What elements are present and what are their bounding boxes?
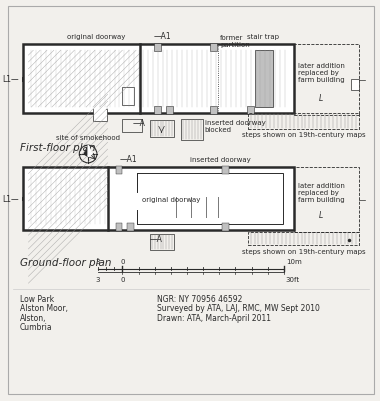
Text: Ground-floor plan: Ground-floor plan [20, 257, 111, 267]
Text: —A1: —A1 [154, 32, 171, 41]
Polygon shape [88, 146, 92, 157]
Text: original doorway: original doorway [67, 34, 125, 41]
Bar [94, 107, 106, 115]
Bar [247, 107, 253, 115]
Bar [137, 173, 283, 225]
Bar [93, 110, 107, 122]
Text: steps shown on 19th-century maps: steps shown on 19th-century maps [242, 248, 365, 254]
Text: stair trap: stair trap [247, 34, 279, 41]
Bar [116, 224, 122, 232]
Text: L: L [319, 93, 323, 103]
Bar [248, 233, 359, 245]
Text: inserted doorway: inserted doorway [190, 156, 251, 162]
Text: Drawn: ATA, March-April 2011: Drawn: ATA, March-April 2011 [157, 313, 271, 322]
Bar [352, 79, 359, 91]
Text: —A: —A [150, 235, 163, 244]
Text: 0: 0 [120, 258, 125, 264]
Bar [211, 44, 217, 52]
Polygon shape [84, 146, 88, 157]
Text: 30ft: 30ft [286, 277, 300, 283]
Text: L1—: L1— [2, 194, 19, 204]
Bar [211, 107, 217, 115]
Bar [150, 120, 174, 138]
Text: later addition
replaced by
farm building: later addition replaced by farm building [298, 182, 344, 202]
Bar [122, 119, 142, 133]
Bar [154, 107, 160, 115]
Bar [122, 88, 134, 106]
Bar [22, 167, 294, 231]
Bar [222, 224, 229, 232]
Bar [154, 44, 160, 52]
Bar [22, 45, 294, 113]
Text: original doorway: original doorway [142, 196, 200, 202]
Text: First-floor plan: First-floor plan [20, 143, 95, 153]
Text: 3: 3 [96, 277, 100, 283]
Bar [136, 193, 144, 210]
Text: Cumbria: Cumbria [20, 322, 52, 331]
Bar [116, 166, 122, 174]
Text: steps shown on 19th-century maps: steps shown on 19th-century maps [242, 132, 365, 138]
Text: inserted doorway
blocked: inserted doorway blocked [204, 119, 265, 132]
Bar [255, 51, 273, 108]
Text: Low Park: Low Park [20, 294, 54, 303]
Bar [222, 166, 229, 174]
Bar [248, 113, 359, 129]
Text: —A: —A [132, 118, 145, 128]
Text: —A1: —A1 [119, 154, 137, 163]
Bar [181, 119, 203, 141]
Text: L: L [319, 211, 323, 220]
Bar [166, 107, 173, 115]
Bar [127, 224, 134, 232]
Text: 10m: 10m [286, 258, 302, 264]
Text: 3: 3 [96, 258, 100, 264]
Text: Alston Moor,: Alston Moor, [20, 304, 68, 312]
Bar [294, 45, 359, 115]
Bar [294, 167, 359, 233]
Bar [150, 235, 174, 250]
Text: 0: 0 [120, 277, 125, 283]
Text: Alston,: Alston, [20, 313, 46, 322]
Text: former
partition: former partition [220, 34, 250, 47]
Text: NGR: NY 70956 46592: NGR: NY 70956 46592 [157, 294, 242, 303]
Text: L1—: L1— [2, 75, 19, 84]
Text: later addition
replaced by
farm building: later addition replaced by farm building [298, 63, 344, 83]
Text: Surveyed by ATA, LAJ, RMC, MW Sept 2010: Surveyed by ATA, LAJ, RMC, MW Sept 2010 [157, 304, 320, 312]
Text: site of smokehood: site of smokehood [56, 135, 120, 141]
